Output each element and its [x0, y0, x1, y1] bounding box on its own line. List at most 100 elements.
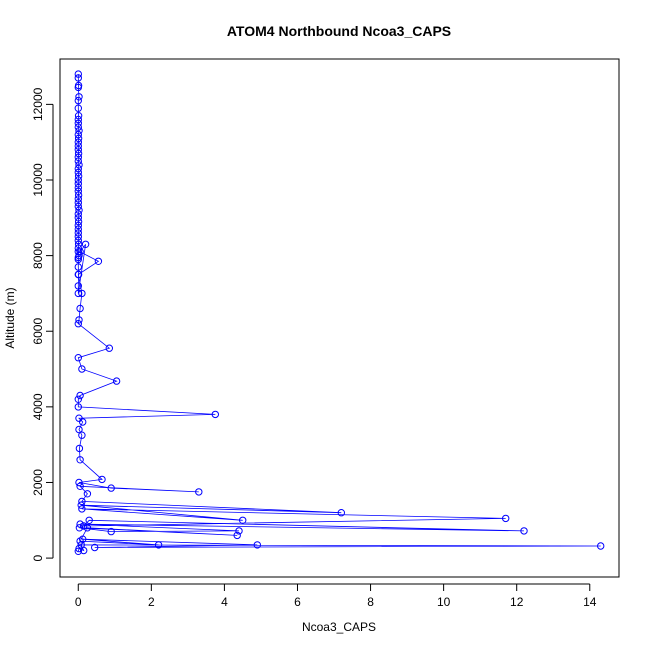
data-point [74, 199, 83, 207]
x-tick-label: 4 [221, 595, 228, 609]
data-point [235, 527, 243, 535]
y-tick-label: 6000 [31, 318, 45, 345]
data-point [74, 83, 83, 92]
data-point [81, 240, 90, 249]
data-point [502, 514, 510, 523]
data-point [74, 547, 83, 555]
data-point [74, 240, 83, 249]
data-point [74, 225, 83, 233]
data-point [105, 344, 114, 352]
data-point [74, 187, 83, 196]
data-point [74, 142, 83, 150]
data-point [75, 316, 83, 324]
data-point [74, 270, 83, 279]
data-point [78, 365, 86, 373]
data-point [75, 206, 83, 214]
data-point [74, 112, 83, 120]
data-point [74, 172, 83, 180]
data-point [211, 410, 220, 419]
data-point [77, 501, 85, 509]
data-point [76, 482, 84, 490]
data-point [74, 195, 83, 203]
y-tick-label: 2000 [31, 469, 45, 496]
y-tick-label: 0 [31, 554, 45, 561]
data-point [78, 497, 86, 506]
data-point [83, 490, 92, 498]
data-point [74, 233, 83, 241]
data-point [74, 168, 83, 177]
data-point [337, 509, 345, 517]
data-point [91, 543, 99, 552]
data-point [75, 524, 84, 532]
data-point [76, 456, 84, 464]
x-tick-label: 2 [148, 595, 155, 609]
data-point [74, 255, 83, 264]
data-point [154, 541, 163, 549]
data-point [74, 157, 83, 165]
data-point [74, 138, 83, 146]
data-point [74, 214, 83, 222]
y-tick-label: 10000 [31, 163, 45, 197]
data-point [85, 516, 93, 524]
data-point [80, 546, 88, 555]
data-point [74, 176, 83, 184]
data-point [74, 282, 83, 290]
y-tick-label: 12000 [31, 87, 45, 121]
data-point [74, 244, 83, 252]
data-point [74, 119, 83, 128]
data-point [74, 221, 83, 230]
series-line [77, 74, 601, 552]
data-point [75, 478, 83, 487]
x-tick-label: 14 [583, 595, 597, 609]
data-point [74, 202, 83, 211]
data-point [107, 484, 115, 492]
x-tick-label: 0 [75, 595, 82, 609]
data-point [75, 93, 83, 101]
y-axis-label: Altitude (m) [3, 287, 17, 348]
data-point [76, 391, 84, 400]
data-point [74, 149, 83, 158]
data-point [76, 520, 84, 528]
data-point [74, 115, 83, 124]
data-point [74, 74, 83, 82]
data-point [79, 418, 87, 426]
data-point [78, 289, 86, 298]
data-point [74, 134, 83, 143]
data-point [75, 161, 83, 169]
data-point [74, 229, 83, 237]
data-point [74, 123, 83, 131]
data-point [112, 377, 121, 385]
x-tick-label: 12 [510, 595, 524, 609]
data-point [74, 146, 83, 154]
x-tick-label: 6 [294, 595, 301, 609]
data-point [74, 164, 83, 173]
data-point [74, 395, 83, 403]
data-point [74, 289, 83, 298]
data-point [75, 444, 84, 453]
data-point [94, 257, 103, 265]
y-tick-label: 4000 [31, 393, 45, 420]
data-point [74, 96, 83, 105]
plot-frame [59, 58, 620, 578]
data-point [75, 414, 83, 422]
data-point [597, 542, 605, 550]
x-axis: 0 2 4 6 8 10 12 14 [75, 583, 597, 609]
data-point [74, 153, 83, 162]
data-point [107, 527, 115, 536]
data-point [74, 263, 83, 271]
data-point [74, 183, 83, 192]
data-point [74, 130, 83, 139]
data-point [239, 516, 247, 524]
data-point [74, 191, 83, 199]
data-point [75, 127, 83, 135]
data-point [74, 354, 83, 362]
data-point [195, 488, 203, 496]
data-point [76, 248, 84, 256]
y-axis: 0 2000 4000 6000 8000 10000 12000 [31, 87, 54, 561]
data-point [76, 304, 84, 313]
data-point [78, 431, 86, 439]
data-point [83, 524, 92, 532]
data-point [80, 522, 88, 530]
data-point [74, 104, 83, 112]
data-point [520, 527, 528, 535]
